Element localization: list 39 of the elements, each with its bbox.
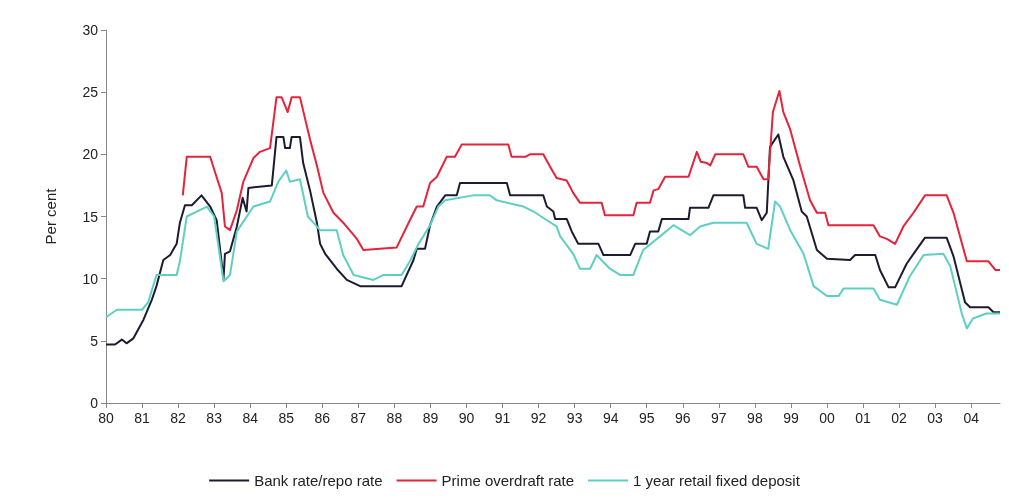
legend-label: 1 year retail fixed deposit [633, 472, 801, 489]
x-tick-label: 83 [206, 410, 223, 426]
x-tick-label: 00 [819, 410, 835, 426]
x-tick-label: 95 [638, 410, 655, 426]
x-tick-label: 86 [314, 410, 331, 426]
x-tick-label: 94 [602, 410, 619, 426]
y-tick-label: 25 [82, 84, 99, 101]
x-tick-label: 90 [458, 410, 475, 426]
x-tick-label: 84 [242, 410, 259, 426]
y-axis-title: Per cent [42, 187, 59, 245]
line-series [105, 133, 1001, 346]
y-tick-label: 20 [82, 146, 99, 163]
y-tick-label: 10 [82, 270, 99, 287]
legend-label: Bank rate/repo rate [254, 472, 383, 489]
x-tick-label: 01 [855, 410, 872, 426]
x-tick-label: 02 [891, 410, 908, 426]
x-tick-label: 99 [783, 410, 799, 426]
x-tick-label: 97 [711, 410, 727, 426]
x-tick-label: 91 [494, 410, 511, 426]
y-tick-label: 5 [90, 332, 99, 349]
x-tick-label: 85 [278, 410, 295, 426]
line-series [181, 89, 1001, 271]
y-tick-label: 15 [82, 208, 99, 225]
y-tick-label: 30 [82, 22, 99, 38]
legend-label: Prime overdraft rate [441, 472, 575, 489]
x-tick-label: 80 [98, 410, 114, 426]
x-tick-label: 98 [747, 410, 763, 426]
x-tick-label: 93 [566, 410, 583, 426]
x-tick-label: 89 [422, 410, 439, 426]
x-tick-label: 81 [134, 410, 151, 426]
x-tick-label: 88 [386, 410, 403, 426]
line-series [105, 169, 1001, 330]
y-tick-label: 0 [90, 395, 99, 411]
x-tick-label: 92 [530, 410, 547, 426]
x-tick-label: 87 [350, 410, 367, 426]
x-tick-label: 03 [927, 410, 944, 426]
x-tick-label: 04 [963, 410, 980, 426]
x-tick-label: 82 [170, 410, 187, 426]
x-tick-label: 96 [674, 410, 691, 426]
